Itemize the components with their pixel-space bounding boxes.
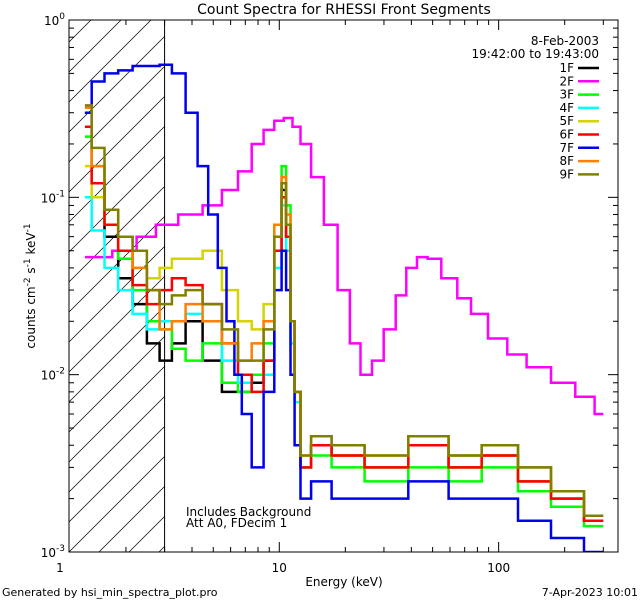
plot-frame [68,19,619,553]
hatch-line [69,365,165,463]
y-axis-label: counts cm-2 s-1 keV-1 [23,223,38,348]
series-7F [84,63,604,552]
series-9F [84,104,604,518]
series-6F [84,125,604,523]
legend-label-5F: 5F [559,114,574,128]
series-1F [84,111,604,523]
legend-label-8F: 8F [559,154,574,168]
hatch-line [249,20,640,552]
legend-label-6F: 6F [559,128,574,142]
hatch-line [69,425,165,523]
time-range-label: 19:42:00 to 19:43:00 [472,47,599,61]
timestamp: 7-Apr-2023 10:01 [542,586,638,599]
hatch-line [69,245,165,343]
legend-label-9F: 9F [559,167,574,181]
legend-label-3F: 3F [559,88,574,102]
hatch-line [69,155,165,253]
shaded-region [0,20,640,552]
hatch-line [69,395,165,493]
note-background: Includes Background [186,505,311,519]
hatch-line [69,65,165,163]
hatch-line [69,215,165,313]
hatch-line [0,20,1,552]
y-tick-label: 10-2 [41,367,65,383]
note-attenuator: Att A0, FDecim 1 [186,516,287,530]
chart-title: Count Spectra for RHESSI Front Segments [197,2,491,18]
x-tick-label: 10 [272,561,287,575]
hatch-line [69,275,165,373]
x-tick-label: 100 [487,561,510,575]
y-tick-label: 10-1 [41,189,65,205]
y-tick-label: 100 [44,12,65,28]
legend-label-7F: 7F [559,141,574,155]
hatch-line [69,95,165,193]
series-2F [84,116,604,416]
legend-label-1F: 1F [559,61,574,75]
hatch-line [69,20,92,43]
hatch-line [69,455,165,552]
legend-label-4F: 4F [559,101,574,115]
x-axis-label: Energy (keV) [305,575,382,589]
hatch-line [69,20,122,73]
x-tick-label: 1 [56,561,64,575]
date-label: 8-Feb-2003 [531,34,599,48]
generated-by: Generated by hsi_min_spectra_plot.pro [2,586,218,599]
y-tick-label: 10-3 [41,544,65,560]
legend-label-2F: 2F [559,74,574,88]
